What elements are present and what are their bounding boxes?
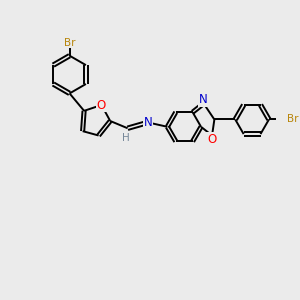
Text: Br: Br	[287, 115, 298, 124]
Text: O: O	[97, 98, 106, 112]
Text: N: N	[143, 116, 152, 129]
Text: Br: Br	[64, 38, 75, 48]
Text: H: H	[122, 133, 130, 142]
Text: N: N	[199, 93, 208, 106]
Text: O: O	[207, 133, 217, 146]
